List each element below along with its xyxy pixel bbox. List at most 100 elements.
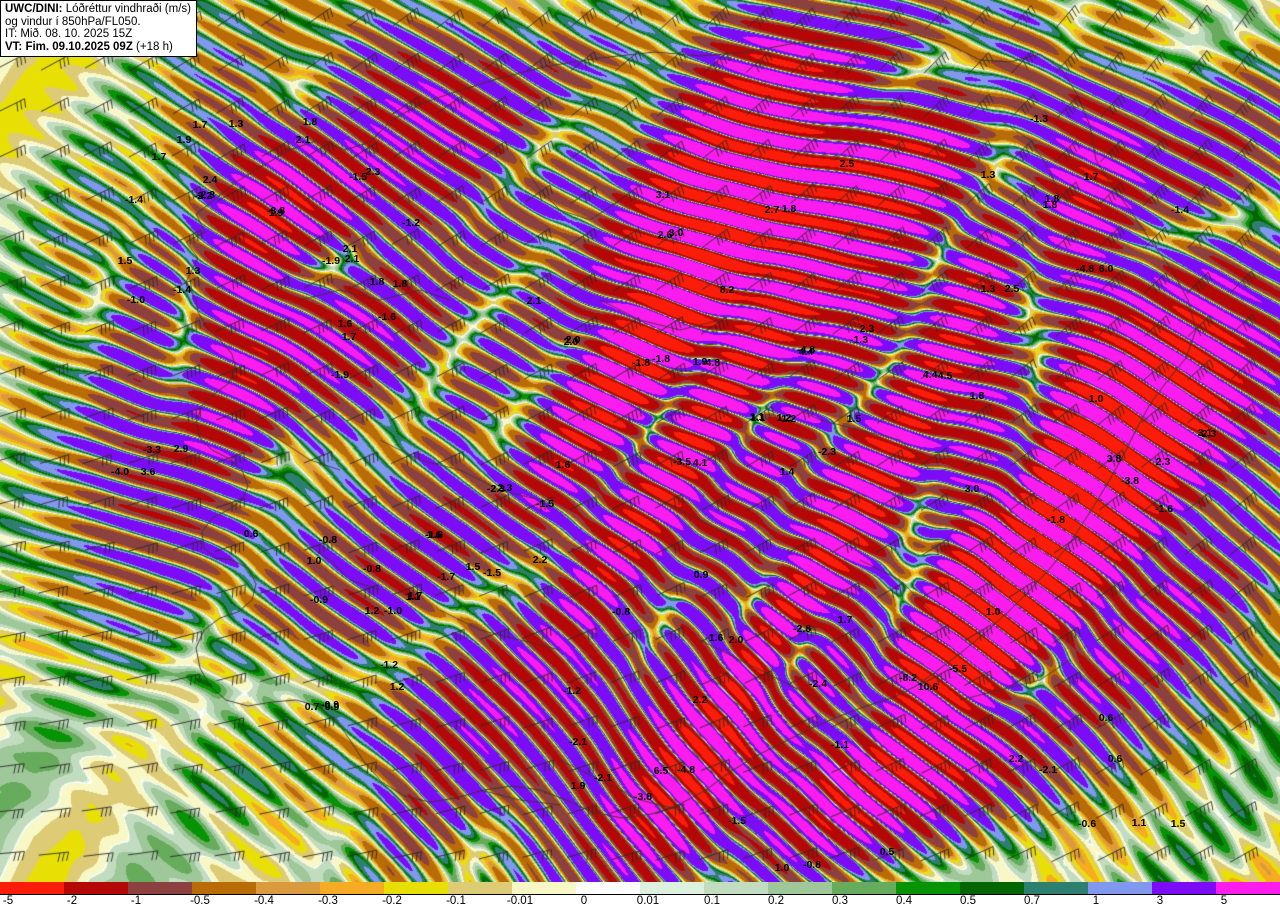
colorbar-tick-label: 0.5 — [960, 895, 976, 907]
extrema-value-label: 1.7 — [408, 590, 423, 602]
extrema-value-label: 4.1 — [693, 457, 708, 469]
extrema-value-label: 1.0 — [307, 555, 322, 567]
extrema-value-label: -3.8 — [634, 791, 652, 803]
extrema-value-label: 1.2 — [365, 605, 380, 617]
extrema-value-label: -1.8 — [652, 353, 670, 365]
extrema-value-label: 3.0 — [669, 227, 684, 239]
valid-time-line: VT: Fim. 09.10.2025 09Z (+18 h) — [5, 41, 191, 54]
extrema-value-label: 2.2 — [693, 694, 708, 706]
colorbar-axis-line — [0, 894, 1280, 895]
extrema-value-label: 1.8 — [370, 276, 385, 288]
extrema-value-label: 2.3 — [860, 323, 875, 335]
extrema-value-label: 4.4 — [799, 346, 814, 358]
extrema-value-label: 1.7 — [1084, 171, 1099, 183]
extrema-value-label: 10.6 — [918, 681, 939, 693]
colorbar-swatch — [448, 882, 512, 894]
colorbar-swatches — [0, 882, 1280, 894]
extrema-value-label: -1.9 — [331, 369, 349, 381]
colorbar-swatch — [1216, 882, 1280, 894]
extrema-value-label: 1.6 — [338, 318, 353, 330]
extrema-value-label: 3.8 — [1107, 453, 1122, 465]
extrema-value-label: 1.3 — [981, 169, 996, 181]
colorbar-tick-label: -5 — [2, 895, 14, 907]
extrema-value-label: 2.0 — [566, 334, 581, 346]
extrema-value-label: -4.0 — [111, 466, 129, 478]
extrema-value-label: 1.1 — [1132, 817, 1147, 829]
extrema-value-label: 1.7 — [193, 119, 208, 131]
extrema-value-label: -1.2 — [778, 413, 796, 425]
extrema-value-label: -1.3 — [1030, 113, 1048, 125]
extrema-value-label: -2.3 — [197, 189, 215, 201]
extrema-value-label: 2.3 — [498, 482, 513, 494]
colorbar-tick-label: -0.5 — [190, 895, 210, 907]
colorbar-tick-label: 0.1 — [704, 895, 720, 907]
extrema-value-label: 1.3 — [981, 283, 996, 295]
extrema-value-label: -2.3 — [818, 446, 836, 458]
extrema-value-label: -1.5 — [728, 815, 746, 827]
extrema-value-label: 8.2 — [720, 284, 735, 296]
extrema-value-label: 0.9 — [325, 701, 340, 713]
extrema-value-label: 2.4 — [203, 174, 218, 186]
extrema-value-label: -2.1 — [569, 736, 587, 748]
extrema-value-label: -0.8 — [363, 563, 381, 575]
title-line-1: UWC/DINI: Lóðréttur vindhraði (m/s) — [5, 3, 191, 16]
map-viewport[interactable]: 1.7 1.9 1.3 1.8 1.7 2.1 2.3 2.4 -2.3 -1.5 -2.2 1.9-… — [0, 0, 1280, 882]
colorbar-swatch — [1024, 882, 1088, 894]
extrema-value-label: 1.8 — [782, 203, 797, 215]
extrema-value-label: -1.8 — [632, 357, 650, 369]
extrema-value-label: -0.9 — [321, 699, 339, 711]
colorbar-tick-label: -2 — [66, 895, 78, 907]
extrema-value-label: 2.1 — [343, 243, 358, 255]
extrema-value-label: -1.4 — [125, 194, 143, 206]
extrema-value-label: 1.6 — [709, 632, 724, 644]
extrema-value-label: -8.2 — [899, 672, 917, 684]
extrema-value-label: -2.2 — [194, 190, 212, 202]
model-name: UWC/DINI: — [5, 3, 63, 15]
extrema-value-label: -1.6 — [1155, 503, 1173, 515]
colorbar-swatch — [256, 882, 320, 894]
colorbar-swatch — [320, 882, 384, 894]
extrema-value-label: -1.2 — [563, 685, 581, 697]
extrema-value-label: -1.4 — [173, 284, 191, 296]
extrema-value-label: -1.5 — [536, 498, 554, 510]
extrema-value-label: 2.5 — [1005, 283, 1020, 295]
map-title-box: UWC/DINI: Lóðréttur vindhraði (m/s) og v… — [0, 0, 197, 58]
colorbar-tick-labels: -5 -2 -1 -0.5 -0.4 -0.3 -0.2 -0.1 -0.01 0 0.01 0.1 0… — [0, 895, 1280, 908]
extrema-value-label: -0.6 — [1078, 818, 1096, 830]
extrema-value-label: 1.8 — [1043, 199, 1058, 211]
extrema-value-label: 1.9 — [571, 780, 586, 792]
extrema-value-label: 1.7 — [342, 331, 357, 343]
colorbar-swatch — [512, 882, 576, 894]
extrema-value-label: 2.0 — [729, 634, 744, 646]
extrema-value-label: -5.5 — [949, 663, 967, 675]
extrema-value-label: 1.6 — [427, 529, 442, 541]
colorbar-swatch — [768, 882, 832, 894]
extrema-value-label: 1.5 — [466, 561, 481, 573]
title-line-1-rest: Lóðréttur vindhraði (m/s) — [62, 3, 191, 15]
extrema-value-label: -0.9 — [310, 594, 328, 606]
colorbar-swatch — [576, 882, 640, 894]
extrema-value-label: -1.6 — [378, 311, 396, 323]
extrema-value-label: 2.3 — [1156, 456, 1171, 468]
colorbar-swatch — [1088, 882, 1152, 894]
extrema-value-label: -3.5 — [673, 456, 691, 468]
title-line-2: og vindur í 850hPa/FL050. — [5, 15, 141, 28]
extrema-value-label: 3.6 — [141, 466, 156, 478]
extrema-value-label: -4.8 — [702, 357, 720, 369]
extrema-value-label: 2.5 — [840, 158, 855, 170]
colorbar-swatch — [384, 882, 448, 894]
extrema-value-label: 4.5 — [938, 370, 953, 382]
extrema-value-label: 2.2 — [1009, 753, 1024, 765]
extrema-value-label: 3.0 — [965, 483, 980, 495]
colorbar-tick-label: 5 — [1220, 895, 1228, 907]
extrema-value-label: 1.7 — [152, 151, 167, 163]
extrema-value-label: 1.3 — [229, 118, 244, 130]
extrema-value-label: -4.8 — [1076, 263, 1094, 275]
extrema-value-label: -2.8 — [793, 623, 811, 635]
extrema-value-label: -2.1 — [1039, 764, 1057, 776]
extrema-value-label: 0.7 — [305, 701, 320, 713]
colorbar-tick-label: -0.4 — [254, 895, 274, 907]
colorbar-tick-label: -1 — [130, 895, 142, 907]
extrema-value-label: 1.9 — [693, 356, 708, 368]
